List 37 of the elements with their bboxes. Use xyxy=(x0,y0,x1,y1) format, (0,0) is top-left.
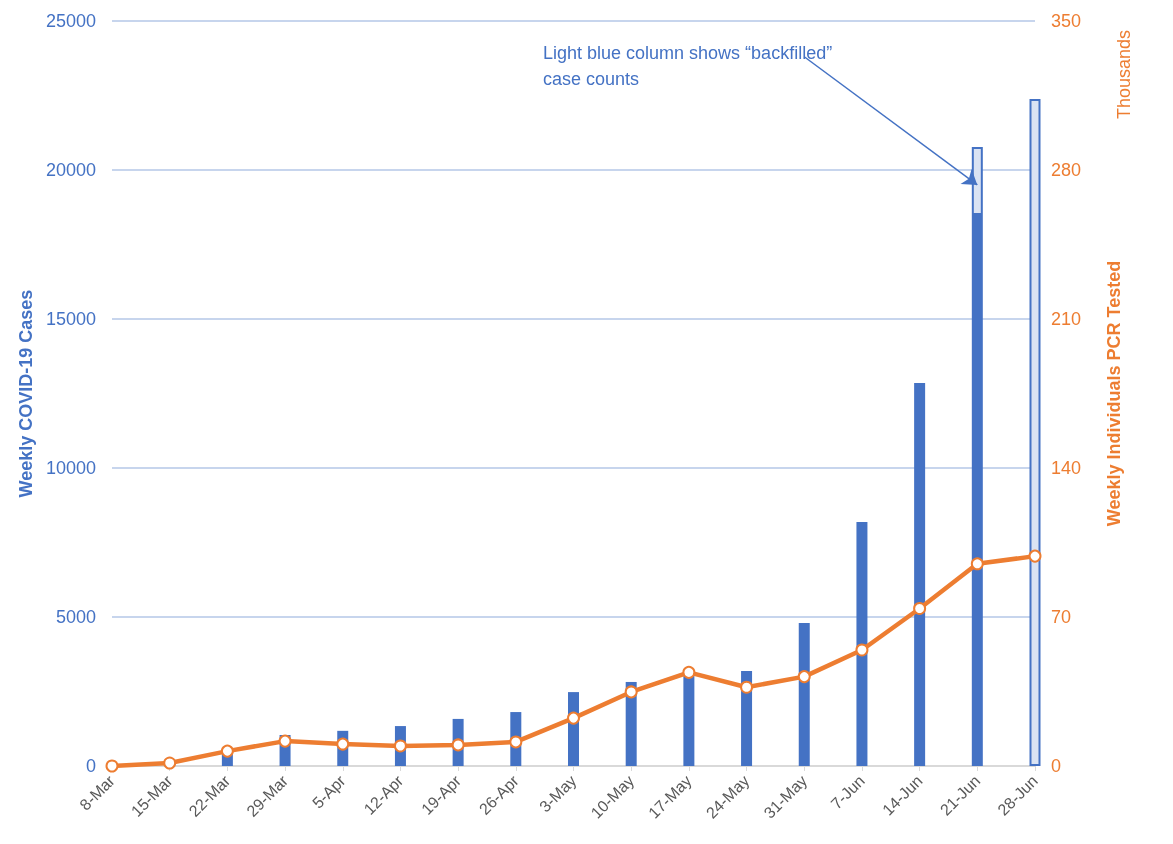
point xyxy=(1028,549,1042,563)
bar xyxy=(1029,99,1041,766)
bar xyxy=(798,622,810,766)
point xyxy=(393,739,407,753)
bar xyxy=(914,383,926,766)
y2-tick-label: 210 xyxy=(1051,309,1082,329)
y-tick-label: 5000 xyxy=(55,607,96,627)
y-tick-label: 20000 xyxy=(45,160,96,180)
point xyxy=(509,735,523,749)
point xyxy=(970,557,984,571)
point xyxy=(682,665,696,679)
y-tick-label: 15000 xyxy=(45,309,96,329)
y2-tick-label: 0 xyxy=(1051,756,1062,776)
point xyxy=(278,734,292,748)
y2-tick-label: 280 xyxy=(1051,160,1082,180)
y2-tick-label: 70 xyxy=(1051,607,1072,627)
y-tick-label: 25000 xyxy=(45,11,96,31)
point xyxy=(336,737,350,751)
y-tick-label: 0 xyxy=(85,756,96,776)
bar xyxy=(856,521,868,766)
point xyxy=(740,680,754,694)
point xyxy=(451,738,465,752)
point xyxy=(220,744,234,758)
point xyxy=(855,643,869,657)
point xyxy=(913,601,927,615)
y2-axis-title: Weekly Individuals PCR Tested xyxy=(1104,260,1124,527)
y-axis-title: Weekly COVID-19 Cases xyxy=(16,289,37,498)
y2-tick-label: 350 xyxy=(1051,11,1082,31)
point xyxy=(163,756,177,770)
y-tick-label: 10000 xyxy=(45,458,96,478)
point xyxy=(105,759,119,773)
text: Thousands xyxy=(1114,30,1134,120)
point xyxy=(624,685,638,699)
annotation: Light blue column shows “backfilled” case counts xyxy=(543,43,838,89)
point xyxy=(567,711,580,725)
y2-tick-label: 140 xyxy=(1051,458,1082,478)
point xyxy=(797,670,811,684)
